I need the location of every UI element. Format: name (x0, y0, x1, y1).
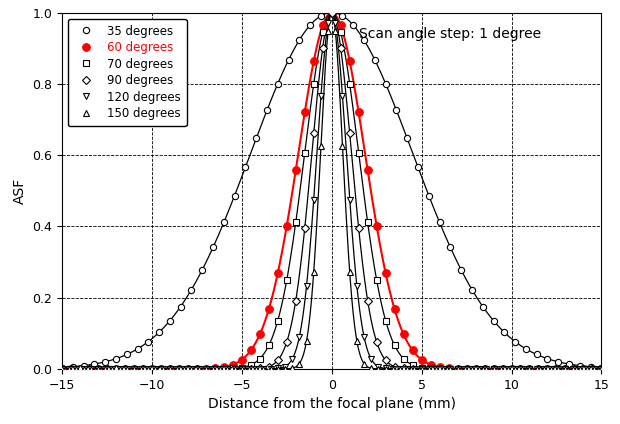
60 degrees (247, 348, 254, 353)
90 degrees (598, 366, 605, 371)
35 degrees (404, 136, 411, 141)
120 degrees (108, 366, 116, 371)
90 degrees (247, 366, 254, 371)
X-axis label: Distance from the focal plane (mm): Distance from the focal plane (mm) (208, 397, 456, 411)
120 degrees (324, 21, 332, 26)
60 degrees (328, 10, 335, 15)
120 degrees (58, 366, 66, 371)
70 degrees (391, 343, 398, 348)
Line: 35 degrees: 35 degrees (59, 10, 615, 371)
120 degrees (346, 197, 353, 202)
150 degrees (598, 366, 605, 371)
Line: 150 degrees: 150 degrees (59, 28, 604, 372)
60 degrees (391, 307, 398, 312)
Y-axis label: ASF: ASF (13, 178, 27, 204)
90 degrees (184, 366, 192, 371)
70 degrees (355, 151, 362, 156)
70 degrees (184, 366, 192, 371)
Line: 70 degrees: 70 degrees (59, 10, 604, 372)
70 degrees (598, 366, 605, 371)
Legend: 35 degrees, 60 degrees, 70 degrees, 90 degrees, 120 degrees, 150 degrees: 35 degrees, 60 degrees, 70 degrees, 90 d… (68, 19, 187, 126)
70 degrees (58, 366, 66, 371)
70 degrees (328, 10, 335, 15)
90 degrees (391, 364, 398, 369)
Line: 60 degrees: 60 degrees (58, 9, 605, 373)
150 degrees (346, 269, 353, 274)
Line: 120 degrees: 120 degrees (59, 20, 604, 372)
120 degrees (497, 366, 505, 371)
60 degrees (166, 366, 174, 371)
35 degrees (102, 359, 109, 364)
150 degrees (410, 366, 418, 371)
150 degrees (497, 366, 505, 371)
60 degrees (598, 366, 605, 371)
90 degrees (534, 366, 542, 371)
Line: 90 degrees: 90 degrees (60, 10, 604, 372)
70 degrees (166, 366, 174, 371)
150 degrees (246, 366, 253, 371)
90 degrees (355, 226, 362, 231)
120 degrees (410, 366, 418, 371)
150 degrees (108, 366, 116, 371)
60 degrees (534, 366, 542, 371)
120 degrees (425, 366, 433, 371)
60 degrees (184, 366, 192, 371)
35 degrees (328, 10, 335, 15)
90 degrees (166, 366, 174, 371)
150 degrees (58, 366, 66, 371)
120 degrees (598, 366, 605, 371)
70 degrees (247, 363, 254, 368)
35 degrees (608, 365, 616, 371)
120 degrees (246, 366, 253, 371)
150 degrees (425, 366, 433, 371)
Text: Scan angle step: 1 degree: Scan angle step: 1 degree (358, 27, 541, 41)
35 degrees (58, 365, 66, 370)
90 degrees (58, 366, 66, 371)
35 degrees (252, 136, 260, 141)
90 degrees (328, 10, 335, 15)
60 degrees (58, 366, 66, 371)
60 degrees (355, 110, 362, 115)
35 degrees (576, 363, 583, 368)
150 degrees (324, 28, 332, 33)
35 degrees (425, 193, 433, 198)
35 degrees (317, 13, 325, 18)
70 degrees (534, 366, 542, 371)
